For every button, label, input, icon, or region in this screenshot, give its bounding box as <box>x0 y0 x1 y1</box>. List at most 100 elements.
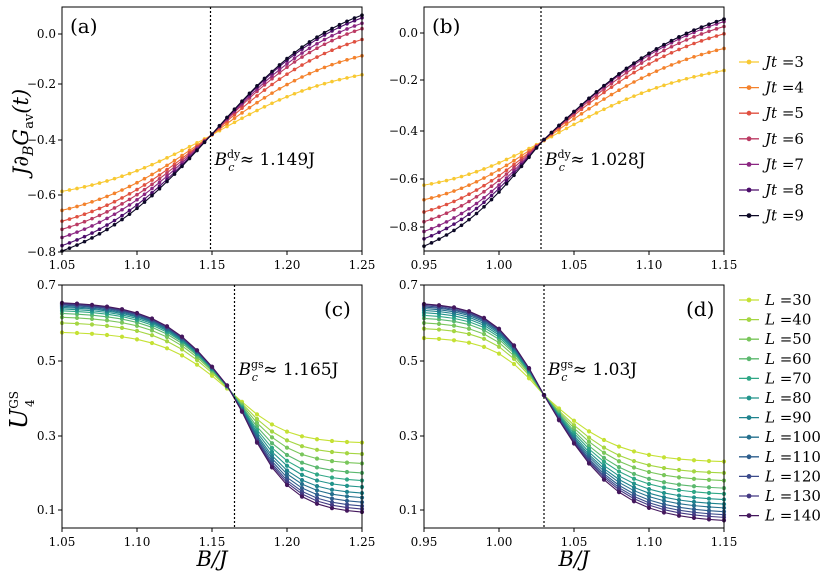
data-point-d-4-18 <box>691 489 697 494</box>
data-point-b-0-13 <box>519 150 524 155</box>
data-point-a-5-7 <box>112 218 117 223</box>
data-point-b-0-38 <box>707 71 711 76</box>
legend-l-swatch-marker-3 <box>746 356 752 362</box>
data-point-a-3-33 <box>307 50 312 55</box>
data-point-a-6-27 <box>262 76 267 81</box>
x-axis-label-c: B/J <box>196 547 230 571</box>
data-point-d-3-14 <box>631 471 637 477</box>
data-point-a-2-35 <box>322 51 327 56</box>
x-tick-label-b-1: 1.00 <box>486 258 513 272</box>
data-point-a-1-37 <box>337 60 342 64</box>
data-point-d-3-18 <box>691 484 697 489</box>
data-point-a-4-36 <box>330 33 334 38</box>
y-tick-label-b-4: 0.0 <box>399 26 418 40</box>
data-point-b-6-8 <box>482 205 486 209</box>
data-point-d-11-18 <box>691 515 697 521</box>
data-point-a-2-4 <box>90 209 94 214</box>
data-point-a-2-24 <box>240 106 244 110</box>
data-point-d-11-11 <box>586 461 592 466</box>
data-point-b-0-28 <box>632 94 636 98</box>
data-point-a-3-30 <box>285 65 289 70</box>
data-point-a-5-12 <box>150 190 154 195</box>
data-point-b-6-3 <box>444 233 449 237</box>
data-point-c-1-7 <box>164 339 170 344</box>
data-point-a-3-6 <box>105 210 109 214</box>
data-point-a-2-15 <box>172 162 177 166</box>
data-point-c-11-18 <box>329 505 335 511</box>
data-point-b-6-19 <box>564 116 569 121</box>
data-point-b-1-9 <box>489 172 494 176</box>
data-point-d-3-13 <box>616 465 622 470</box>
data-point-d-4-14 <box>631 476 637 481</box>
data-point-d-4-12 <box>601 459 607 464</box>
data-point-b-6-26 <box>617 72 621 76</box>
data-point-c-6-16 <box>299 478 305 483</box>
x-tick-label-b-2: 1.05 <box>561 258 588 272</box>
data-point-a-2-32 <box>300 63 304 67</box>
x-tick-label-a-1: 1.10 <box>124 258 151 272</box>
legend-l-swatch-marker-11 <box>746 513 752 518</box>
data-point-b-2-27 <box>624 75 629 80</box>
data-point-c-1-5 <box>134 328 140 333</box>
y-axis-label-top-text: J∂BGav(t) <box>9 89 37 179</box>
data-point-b-2-7 <box>474 188 479 192</box>
data-point-a-4-7 <box>112 212 117 217</box>
data-point-c-1-14 <box>269 429 275 434</box>
data-point-d-5-15 <box>646 486 652 492</box>
data-point-a-0-37 <box>337 77 342 82</box>
data-point-a-5-37 <box>337 25 342 30</box>
data-point-a-1-13 <box>157 168 162 172</box>
data-point-b-2-28 <box>632 70 636 75</box>
legend-l-swatch-marker-8 <box>746 454 752 460</box>
data-point-c-11-6 <box>149 316 155 321</box>
data-point-b-0-32 <box>662 83 666 88</box>
data-point-a-1-4 <box>90 200 94 204</box>
data-point-b-3-11 <box>504 172 509 176</box>
data-point-d-11-10 <box>571 441 577 446</box>
data-point-b-0-33 <box>669 81 674 85</box>
data-point-c-5-18 <box>329 481 335 486</box>
data-point-a-4-34 <box>315 41 319 46</box>
data-point-c-1-16 <box>299 444 305 449</box>
data-point-b-0-4 <box>452 176 456 181</box>
data-point-a-3-32 <box>300 55 304 59</box>
data-point-b-0-12 <box>512 154 516 158</box>
data-point-a-1-3 <box>82 202 87 207</box>
data-point-b-5-5 <box>459 217 464 222</box>
data-point-a-1-34 <box>315 68 319 73</box>
legend-jt-entry-6: Jt =9 <box>762 207 804 225</box>
legend-l: L =30 L =40L =50 L =60L =70 L =80 L =90L =10… <box>739 291 821 525</box>
data-point-c-8-16 <box>299 485 305 491</box>
data-point-b-3-29 <box>639 61 644 65</box>
data-point-a-4-14 <box>165 174 169 178</box>
data-point-b-6-2 <box>437 237 441 241</box>
data-point-c-11-13 <box>254 440 260 445</box>
panel-c: 1.05 1.10 1.15 1.20 1.25 0.1 0.3 0.5 0.7 (c) Bgs c … <box>37 278 375 571</box>
data-point-a-1-9 <box>127 184 132 189</box>
data-point-c-1-15 <box>284 438 290 443</box>
data-point-d-7-17 <box>676 501 682 506</box>
data-point-a-0-1 <box>67 188 72 192</box>
data-point-b-5-1 <box>429 233 434 238</box>
x-tick-label-a-4: 1.25 <box>349 258 376 272</box>
data-point-d-0-15 <box>646 452 652 458</box>
data-point-b-1-6 <box>467 183 471 187</box>
data-point-b-1-31 <box>654 69 659 73</box>
data-point-b-2-38 <box>707 36 711 41</box>
data-point-d-1-15 <box>646 463 652 468</box>
data-point-c-2-16 <box>299 452 305 457</box>
data-point-c-2-19 <box>344 460 350 465</box>
data-point-c-1-4 <box>119 325 125 331</box>
data-point-b-0-29 <box>639 91 644 96</box>
data-point-a-6-6 <box>105 227 109 232</box>
data-point-c-0-4 <box>119 334 125 339</box>
data-point-c-2-1 <box>74 315 80 321</box>
legend-l-entry-2: L =50 <box>764 330 811 348</box>
data-point-c-3-14 <box>269 441 275 446</box>
data-point-d-11-1 <box>436 303 442 308</box>
data-point-a-3-10 <box>135 192 139 197</box>
y-tick-label-b-3: −0.2 <box>389 73 418 87</box>
data-point-a-3-37 <box>337 35 342 40</box>
x-tick-label-a-3: 1.20 <box>274 258 301 272</box>
